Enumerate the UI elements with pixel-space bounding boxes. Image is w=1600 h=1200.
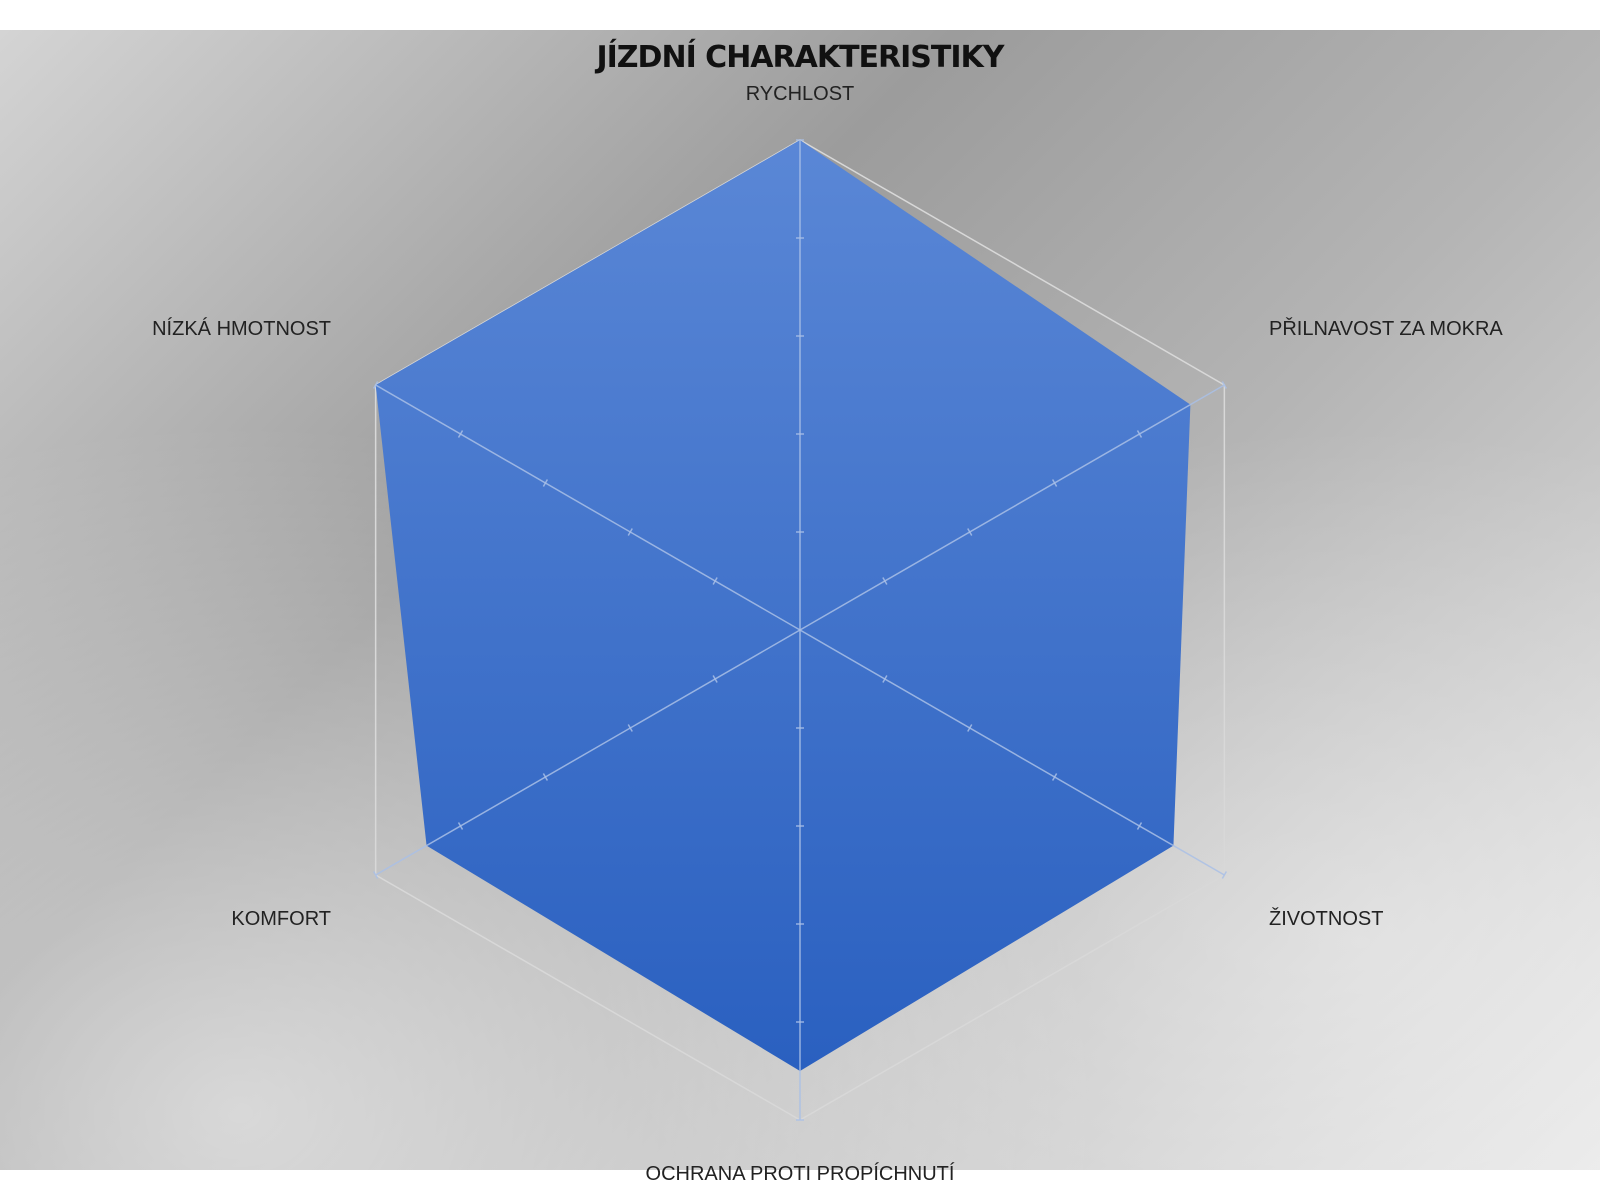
radar-tick-5-4 xyxy=(457,430,464,438)
radar-spokes xyxy=(372,139,1228,1121)
radar-tick-5-2 xyxy=(627,528,633,536)
axis-label-5: NÍZKÁ HMOTNOST xyxy=(152,317,331,340)
radar-tick-4-5 xyxy=(372,871,379,879)
radar-tick-5-1 xyxy=(712,577,718,585)
radar-tick-1-3 xyxy=(1051,479,1058,487)
radar-axis-labels: RYCHLOST PŘILNAVOST ZA MOKRA ŽIVOTNOST OCHR… xyxy=(152,83,1503,1185)
radar-tick-1-5 xyxy=(1221,381,1228,389)
radar-spoke-1 xyxy=(799,384,1225,631)
radar-series xyxy=(375,140,1191,1071)
radar-tick-2-1 xyxy=(882,675,888,683)
radar-tick-2-5 xyxy=(1221,871,1228,879)
radar-tick-2-4 xyxy=(1136,822,1143,830)
radar-spoke-5 xyxy=(375,384,801,631)
radar-spoke-2 xyxy=(799,629,1225,876)
radar-tick-4-2 xyxy=(627,724,633,732)
radar-tick-1-1 xyxy=(882,577,888,585)
axis-label-3: OCHRANA PROTI PROPÍCHNUTÍ xyxy=(646,1162,955,1185)
radar-tick-1-2 xyxy=(967,528,973,536)
radar-series-area-0 xyxy=(375,140,1191,1071)
radar-tick-4-3 xyxy=(542,773,549,781)
axis-label-0: RYCHLOST xyxy=(746,83,855,105)
radar-spoke-4 xyxy=(375,629,801,876)
radar-tick-1-4 xyxy=(1136,430,1143,438)
axis-label-4: KOMFORT xyxy=(231,908,331,930)
chart-title: JÍZDNÍ CHARAKTERISTIKY xyxy=(596,40,1004,75)
axis-label-2: ŽIVOTNOST xyxy=(1269,907,1383,930)
radar-tick-4-1 xyxy=(712,675,718,683)
axis-label-1: PŘILNAVOST ZA MOKRA xyxy=(1269,317,1503,340)
radar-tick-2-2 xyxy=(967,724,973,732)
radar-tick-5-3 xyxy=(542,479,549,487)
radar-tick-2-3 xyxy=(1051,773,1058,781)
radar-tick-5-5 xyxy=(372,381,379,389)
radar-tick-4-4 xyxy=(457,822,464,830)
